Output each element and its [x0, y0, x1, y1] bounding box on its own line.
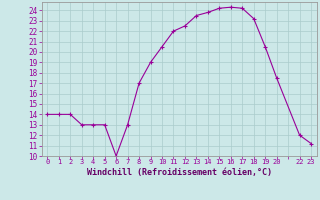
X-axis label: Windchill (Refroidissement éolien,°C): Windchill (Refroidissement éolien,°C) — [87, 168, 272, 177]
